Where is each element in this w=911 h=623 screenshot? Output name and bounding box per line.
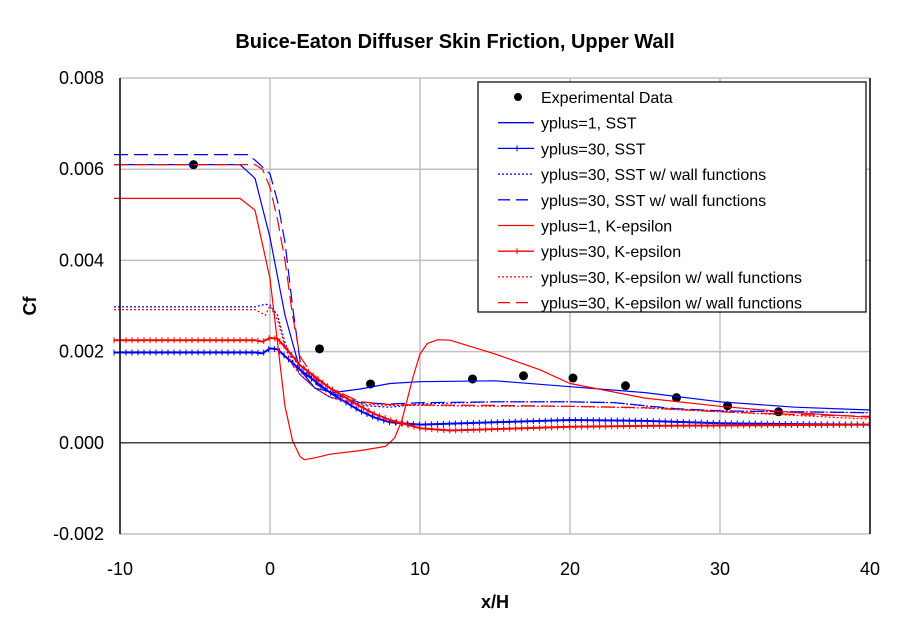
x-tick-label: 0 (265, 559, 275, 579)
legend-label: yplus=30, K-epsilon w/ wall functions (541, 296, 802, 313)
y-tick-label: 0.004 (59, 250, 104, 270)
data-point (468, 374, 477, 384)
series-1 (114, 164, 871, 411)
series-line (114, 197, 871, 461)
data-point (315, 344, 324, 354)
legend-label: yplus=30, K-epsilon w/ wall functions (541, 270, 802, 287)
legend-label: yplus=30, K-epsilon (541, 244, 681, 261)
series-layer (113, 154, 871, 461)
data-point (621, 381, 630, 391)
y-tick-label: -0.002 (53, 524, 104, 544)
series-8 (114, 164, 871, 417)
series-line (114, 303, 871, 414)
data-point (519, 371, 528, 381)
legend: Experimental Data yplus=1, SST yplus=30, S… (477, 81, 867, 313)
legend-label: yplus=30, SST (541, 141, 646, 158)
x-axis-label: x/H (481, 592, 509, 612)
legend-label: yplus=1, SST (541, 116, 637, 133)
data-point (672, 393, 681, 403)
y-tick-label: 0.008 (59, 68, 104, 88)
legend-box (477, 81, 867, 313)
series-2 (113, 345, 871, 428)
series-line (114, 164, 871, 411)
chart-title: Buice-Eaton Diffuser Skin Friction, Uppe… (235, 31, 674, 53)
legend-label: yplus=30, SST w/ wall functions (541, 167, 766, 184)
x-tick-label: 20 (560, 559, 580, 579)
legend-label: Experimental Data (541, 90, 673, 107)
x-tick-label: -10 (107, 559, 133, 579)
y-axis-label: Cf (20, 296, 40, 316)
y-tick-label: 0.006 (59, 159, 104, 179)
legend-label: yplus=30, SST w/ wall functions (541, 193, 766, 210)
series-line (114, 347, 871, 426)
series-3 (114, 303, 871, 414)
series-6 (113, 335, 871, 434)
series-5 (114, 197, 871, 461)
series-line (114, 164, 871, 417)
legend-marker (514, 93, 522, 101)
legend-label: yplus=1, K-epsilon (541, 219, 672, 236)
data-point (568, 373, 578, 383)
y-tick-label: 0.002 (59, 342, 104, 362)
x-tick-label: 10 (410, 559, 430, 579)
x-tick-label: 30 (710, 559, 730, 579)
axes: -10 0 10 20 30 40 -0.002 0.000 0.002 0.004 0.006 0.… (53, 68, 880, 579)
x-tick-label: 40 (860, 559, 880, 579)
series-line (114, 336, 871, 432)
data-point (723, 401, 732, 411)
y-tick-label: 0.000 (59, 433, 104, 453)
